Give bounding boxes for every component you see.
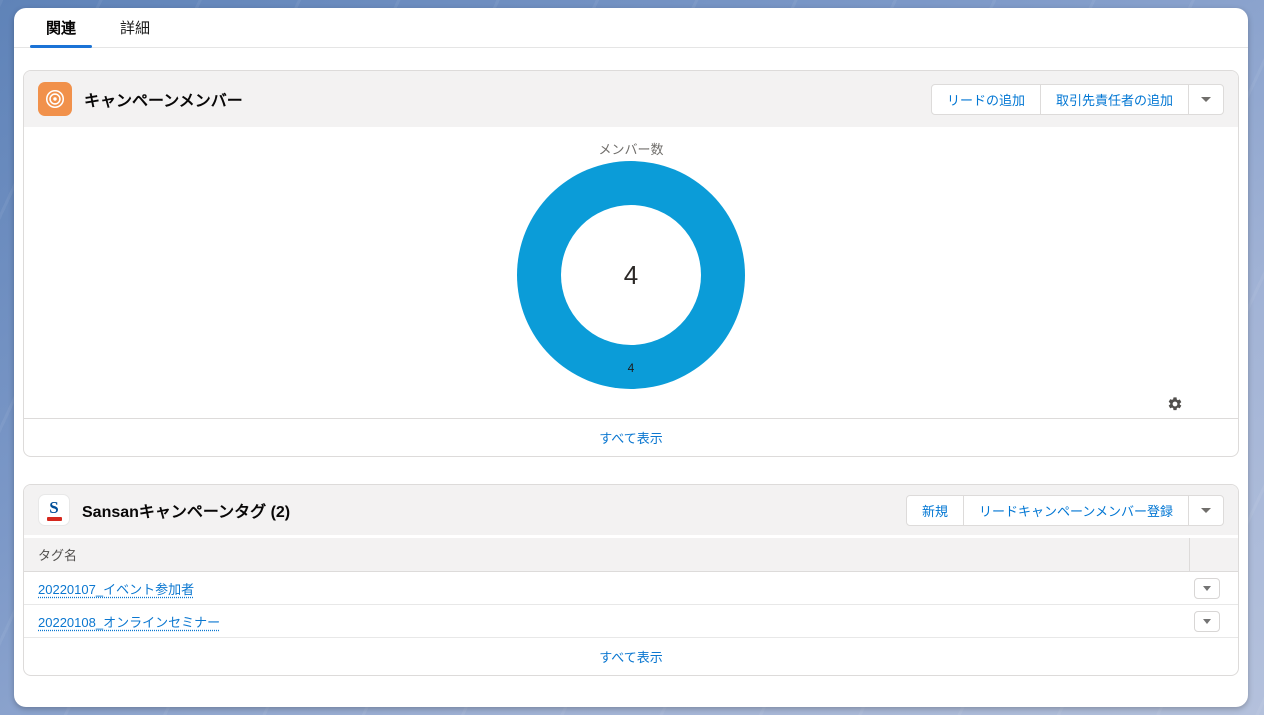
table-row: 20220107_イベント参加者: [24, 572, 1238, 605]
campaign-card-actions: リードの追加 取引先責任者の追加: [930, 83, 1224, 115]
tag-table: タグ名 20220107_イベント参加者 20220108_オンラインセミナー: [24, 535, 1238, 638]
tag-link-1[interactable]: 20220107_イベント参加者: [38, 581, 195, 597]
tag-table-header: タグ名: [24, 538, 1238, 572]
campaign-bullseye-icon: [38, 82, 72, 116]
campaign-card-title: キャンペーンメンバー: [84, 93, 243, 110]
member-count-donut-chart: メンバー数 4 4: [24, 127, 1238, 419]
tab-bar: 関連 詳細: [14, 8, 1248, 48]
column-header-tag-name[interactable]: タグ名: [24, 538, 1190, 571]
row-actions-button-1[interactable]: [1194, 577, 1220, 599]
record-count: (2): [270, 504, 291, 521]
sansan-card-footer: すべて表示: [24, 638, 1238, 675]
register-lead-campaign-member-button[interactable]: リードキャンペーンメンバー登録: [963, 494, 1189, 526]
view-all-tags-link[interactable]: すべて表示: [599, 650, 663, 665]
view-all-members-link[interactable]: すべて表示: [599, 431, 663, 446]
campaign-members-card: キャンペーンメンバー リードの追加 取引先責任者の追加 メンバー数 4 4: [23, 70, 1239, 457]
tab-related[interactable]: 関連: [30, 8, 93, 48]
campaign-more-actions-button[interactable]: [1188, 83, 1224, 115]
chevron-down-icon: [1201, 507, 1211, 513]
tab-details[interactable]: 詳細: [120, 20, 151, 37]
chart-settings-button[interactable]: [1164, 393, 1186, 415]
add-lead-button[interactable]: リードの追加: [930, 83, 1041, 115]
sansan-logo-icon: S: [38, 494, 70, 526]
chevron-down-icon: [1203, 585, 1211, 591]
donut-ring: 4 4: [517, 161, 745, 389]
chart-title: メンバー数: [598, 142, 664, 157]
new-button[interactable]: 新規: [906, 494, 965, 526]
sansan-more-actions-button[interactable]: [1188, 494, 1224, 526]
main-panel: 関連 詳細 キャンペーンメンバー リードの追加 取引先責任者の追加: [14, 8, 1248, 707]
chevron-down-icon: [1203, 618, 1211, 624]
table-row: 20220108_オンラインセミナー: [24, 605, 1238, 638]
donut-center-value: 4: [623, 259, 639, 290]
row-actions-button-2[interactable]: [1194, 610, 1220, 632]
sansan-card-header: S Sansanキャンペーンタグ (2) 新規 リードキャンペーンメンバー登録: [24, 485, 1238, 535]
sansan-card-actions: 新規 リードキャンペーンメンバー登録: [906, 494, 1224, 526]
add-contact-button[interactable]: 取引先責任者の追加: [1039, 83, 1189, 115]
campaign-card-footer: すべて表示: [24, 419, 1238, 456]
gear-icon: [1168, 397, 1182, 411]
sansan-card-title: Sansanキャンペーンタグ (2): [82, 504, 291, 521]
sansan-tag-card: S Sansanキャンペーンタグ (2) 新規 リードキャンペーンメンバー登録 …: [23, 484, 1239, 676]
campaign-card-header: キャンペーンメンバー リードの追加 取引先責任者の追加: [24, 71, 1238, 127]
donut-segment-label: 4: [627, 361, 635, 375]
column-header-actions: [1190, 538, 1238, 571]
chevron-down-icon: [1201, 96, 1211, 102]
donut-hole: 4: [561, 205, 701, 345]
tag-link-2[interactable]: 20220108_オンラインセミナー: [38, 614, 221, 630]
